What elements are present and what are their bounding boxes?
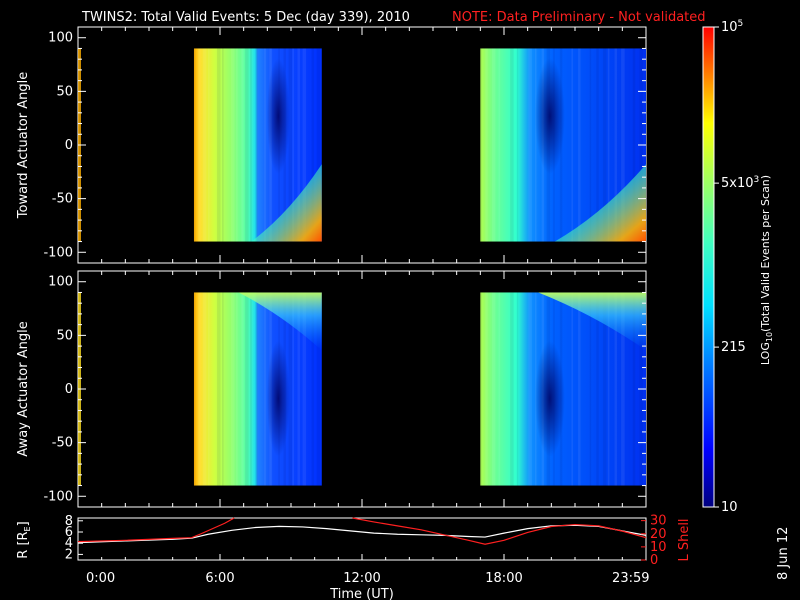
panel-toward-ytick-1: 50 (56, 84, 73, 99)
panel-away-ytick-0: 100 (48, 275, 73, 290)
lshell-tick-2: 10 (650, 540, 667, 555)
lshell-axis-label: L Shell (677, 518, 692, 561)
panel-away: 100 50 0 -50 -100 Away Actuator Angle (16, 270, 647, 508)
panel-toward-ytick-4: -100 (43, 245, 73, 260)
heatmap-block-1 (480, 292, 646, 486)
heatmap-block-1 (480, 48, 646, 242)
time-tick-0: 0:00 (86, 571, 115, 586)
radius-tick-3: 2 (65, 547, 73, 562)
time-axis-label: Time (UT) (329, 587, 394, 600)
panel-toward-heatmap (78, 48, 646, 242)
time-tick-3: 18:00 (485, 571, 522, 586)
preliminary-note: NOTE: Data Preliminary - Not validated (452, 10, 706, 25)
chart-title: TWINS2: Total Valid Events: 5 Dec (day 3… (81, 10, 410, 25)
lshell-line-1 (77, 517, 235, 543)
colorbar-tick-0: 105 (721, 19, 743, 35)
time-tick-1: 6:00 (205, 571, 234, 586)
time-tick-4: 23:59 (612, 571, 649, 586)
colorbar: 105 5x103 215 10 LOG10(Total Valid Events p… (702, 19, 774, 515)
radius-tick-1: 6 (65, 525, 73, 540)
time-tick-2: 12:00 (343, 571, 380, 586)
panel-away-heatmap (78, 292, 646, 486)
colorbar-label: LOG10(Total Valid Events per Scan) (759, 175, 774, 365)
lshell-line-2 (352, 517, 647, 545)
panel-toward-ylabel: Toward Actuator Angle (16, 72, 31, 219)
panel-away-ytick-2: 0 (65, 382, 73, 397)
lshell-tick-0: 30 (650, 514, 667, 529)
panel-away-ytick-4: -100 (43, 489, 73, 504)
colorbar-gradient (702, 26, 715, 508)
lshell-tick-3: 0 (650, 553, 658, 568)
panel-toward: 100 50 0 -50 -100 Toward Actuator Angle (16, 26, 647, 264)
panel-away-ytick-1: 50 (56, 328, 73, 343)
panel-away-ylabel: Away Actuator Angle (16, 321, 31, 456)
colorbar-tick-3: 10 (721, 500, 738, 515)
date-stamp: 8 Jun 12 (776, 527, 791, 580)
panel-toward-ytick-3: -50 (52, 192, 73, 207)
panel-toward-ytick-2: 0 (65, 138, 73, 153)
radius-axis-label: R [RE] (16, 521, 32, 558)
heatmap-block-0 (193, 292, 322, 486)
panel-toward-ytick-0: 100 (48, 31, 73, 46)
colorbar-tick-2: 215 (721, 340, 746, 355)
heatmap-block-0 (193, 48, 322, 242)
radius-tick-0: 8 (65, 514, 73, 529)
colorbar-tick-1: 5x103 (721, 175, 759, 191)
lshell-tick-1: 20 (650, 527, 667, 542)
panel-away-ytick-3: -50 (52, 436, 73, 451)
radius-tick-2: 4 (65, 536, 73, 551)
